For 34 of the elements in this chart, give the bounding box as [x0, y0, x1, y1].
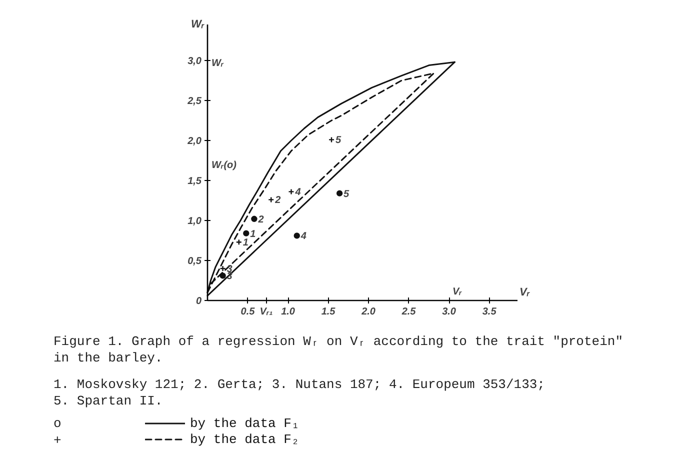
y-tick-label: 1,0 — [188, 216, 202, 227]
x-tick-label: 2.5 — [400, 306, 416, 318]
y-tick-label: 2,0 — [186, 136, 202, 147]
y-tick-label: 1,5 — [188, 176, 202, 187]
x-tick-label: 0.5 — [240, 306, 256, 318]
annotation: 5 — [336, 135, 342, 146]
text: Vᵣ — [520, 286, 530, 298]
x-tick-label: Vᵣ₁ — [260, 306, 274, 318]
x-tick-label: 2.0 — [360, 306, 376, 318]
x-axis-title: Vᵣ — [452, 286, 462, 298]
text: 1. Moskovsky 121; 2. Gerta; 3. Nutans 187; 4. Europeum 353/133; 5. Spartan II. — [54, 377, 545, 408]
annotation: 4 — [300, 231, 307, 242]
text: o — [54, 416, 62, 431]
annotation: 1 — [250, 228, 256, 240]
x-tick-label: 3.0 — [442, 306, 456, 318]
legend-label: by the data F₁ — [190, 415, 300, 431]
y-tick-label: 3,0 — [188, 56, 202, 67]
y-tick-label: 0 — [196, 296, 202, 307]
annotation: Wᵣ(o) — [212, 160, 238, 171]
x-tick-label: 1.0 — [281, 306, 296, 318]
annotation: 2 — [274, 195, 282, 206]
y-axis-title: Wᵣ — [212, 58, 224, 69]
text: Wᵣ — [191, 18, 205, 30]
annotation: 1 — [242, 238, 249, 249]
legend-label: by the data F₂ — [190, 431, 300, 447]
x-tick-label: 3.5 — [482, 306, 497, 318]
annotation: 5 — [344, 188, 350, 200]
annotation: 4 — [294, 187, 302, 198]
caption: Figure 1. Graph of a regression Wᵣ on Vᵣ according to the trait "protein" in the barley. — [54, 334, 623, 366]
x-tick-label: 1.5 — [321, 306, 336, 318]
annotation: 2 — [257, 214, 264, 226]
text: + — [54, 433, 62, 448]
y-tick-label: 0,5 — [188, 256, 202, 267]
y-tick-label: 2,5 — [186, 96, 202, 107]
